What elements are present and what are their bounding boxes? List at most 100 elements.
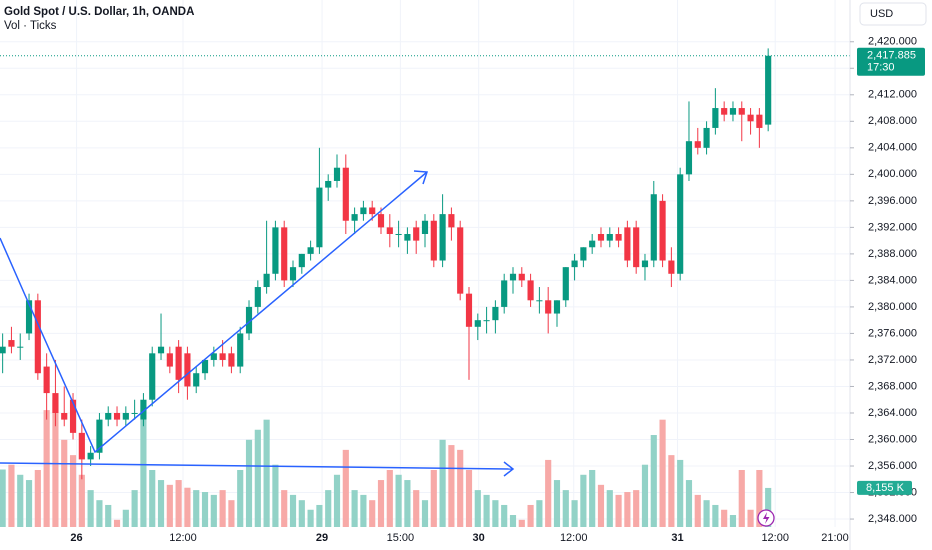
volume-bar — [369, 500, 376, 527]
arrow-head — [413, 170, 429, 185]
candle-body — [0, 346, 6, 354]
candle-body — [668, 260, 675, 274]
candle-body — [369, 207, 376, 215]
volume-bar — [571, 500, 578, 527]
candle-body — [316, 187, 323, 248]
candle-body — [641, 260, 649, 268]
candle-body — [553, 300, 561, 314]
lightning — [763, 512, 770, 524]
y-tick-label: 2,404.000 — [868, 142, 917, 154]
horizontal-ray — [0, 462, 514, 470]
candle-body — [448, 214, 455, 228]
candle-body — [52, 393, 59, 413]
volume-bar — [738, 469, 745, 527]
x-tick-label: 26 — [70, 532, 82, 544]
y-tick-label: 2,408.000 — [868, 115, 917, 127]
candle-body — [17, 346, 24, 348]
x-tick-label: 12:00 — [560, 532, 588, 544]
volume-bar — [34, 469, 41, 527]
volume-bar — [633, 490, 640, 527]
candle-body — [281, 227, 288, 281]
volume-bar — [166, 484, 173, 527]
volume-bar — [122, 509, 129, 527]
volume-bar — [193, 490, 200, 527]
volume-bar — [307, 509, 314, 527]
candle-body — [738, 108, 745, 115]
candle-body — [465, 293, 473, 327]
candle-body — [237, 333, 244, 367]
volume-bar — [272, 464, 279, 527]
x-tick-label: 15:00 — [387, 532, 415, 544]
volume-bar — [536, 500, 543, 527]
candle-body — [193, 373, 200, 387]
volume-bar — [105, 504, 112, 527]
volume-bar — [509, 515, 517, 527]
volume-bar — [237, 469, 244, 527]
volume-bar — [351, 490, 358, 527]
x-tick-label: 30 — [473, 532, 485, 544]
candle-body — [157, 346, 165, 354]
arrow-head — [503, 461, 515, 477]
candle-body — [342, 167, 349, 221]
candle-body — [386, 227, 393, 235]
candle-body — [712, 108, 719, 128]
candle-body — [140, 399, 147, 420]
candle-body — [721, 108, 728, 115]
candle-body — [228, 353, 235, 367]
candle-body — [492, 306, 499, 321]
volume-bar — [703, 500, 710, 527]
candle-body — [685, 141, 693, 175]
currency-button[interactable] — [859, 2, 927, 26]
candle-body — [580, 247, 587, 261]
candle-body — [149, 353, 156, 400]
chart-subtitle: Vol · Ticks — [4, 20, 57, 32]
volume-bar — [386, 469, 393, 527]
y-tick-label: 2,400.000 — [868, 168, 917, 180]
candle-body — [729, 108, 737, 115]
volume-bar — [96, 500, 103, 527]
candle-body — [69, 399, 77, 433]
trend-line — [0, 171, 428, 454]
candle-body — [325, 180, 332, 188]
volume-bar — [413, 490, 420, 527]
candle-body — [96, 419, 103, 453]
candle-body — [201, 359, 209, 374]
y-tick-label: 2,364.000 — [868, 407, 917, 419]
candle-body — [122, 412, 129, 420]
candle-body — [131, 412, 138, 414]
y-tick-label: 2,396.000 — [868, 195, 917, 207]
volume-bar — [333, 474, 341, 527]
candle-body — [765, 55, 772, 125]
volume-bar — [712, 504, 719, 527]
y-axis: 2,348.0002,352.0002,356.0002,360.0002,36… — [850, 36, 917, 525]
volume-bar — [492, 500, 499, 527]
volume-bar — [527, 504, 534, 527]
y-tick-label: 2,376.000 — [868, 327, 917, 339]
y-tick-label: 2,360.000 — [868, 433, 917, 445]
volume-bar — [641, 464, 649, 527]
candle-body — [8, 340, 15, 347]
volume-bar — [61, 439, 68, 527]
candle-body — [78, 432, 85, 460]
y-tick-label: 2,368.000 — [868, 380, 917, 392]
candle-body — [34, 300, 41, 374]
volume-bar — [281, 490, 288, 527]
x-axis: 26 12:00 29 15:00 30 12:00 31 12:00 21:00 — [70, 532, 848, 544]
candle-body — [395, 234, 402, 236]
y-tick-label: 2,388.000 — [868, 248, 917, 260]
candle-body — [61, 412, 68, 420]
candle-body — [105, 412, 112, 420]
candle-body — [597, 234, 605, 241]
candle-body — [333, 167, 341, 181]
currency[interactable]: USD — [870, 8, 893, 20]
candle-body — [439, 214, 446, 261]
candle-body — [360, 207, 367, 215]
volume-bar — [298, 500, 305, 527]
x-tick-label: 12:00 — [169, 532, 197, 544]
volume-bar — [545, 459, 552, 527]
grid — [0, 0, 850, 527]
y-tick-label: 2,392.000 — [868, 221, 917, 233]
volume-bar — [685, 480, 693, 527]
